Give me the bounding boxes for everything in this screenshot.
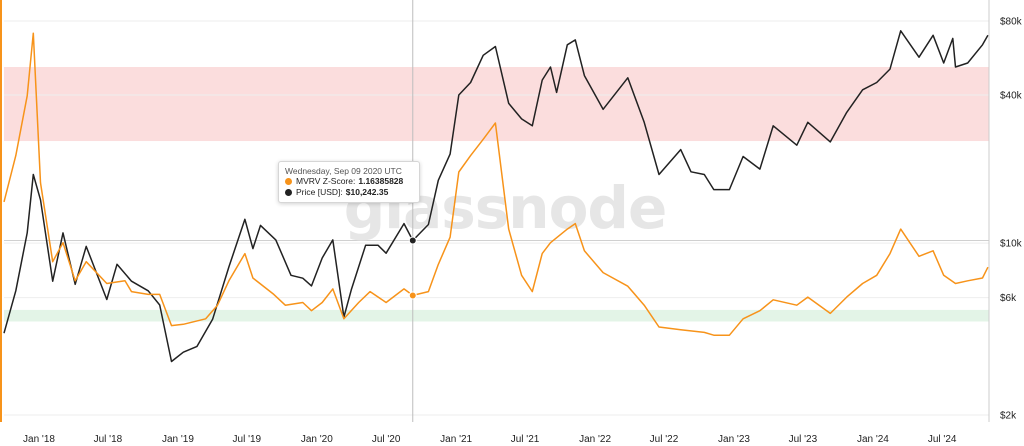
y-tick-label: $10k	[1000, 239, 1023, 250]
x-tick-label: Jul '20	[372, 434, 401, 445]
x-tick-label: Jul '24	[928, 434, 957, 445]
tooltip-price-value: $10,242.35	[345, 187, 389, 197]
x-tick-label: Jan '21	[440, 434, 472, 445]
x-tick-label: Jul '21	[511, 434, 540, 445]
tooltip-mvrv-label: MVRV Z-Score:	[296, 176, 356, 186]
tooltip-price-label: Price [USD]:	[296, 187, 343, 197]
undervalued-band	[4, 309, 989, 322]
tooltip-row-price: Price [USD]: $10,242.35	[285, 187, 413, 198]
mvrv-legend-dot	[285, 178, 292, 185]
mvrv-hover-marker	[408, 291, 417, 300]
y-tick-label: $6k	[1000, 293, 1017, 304]
y-tick-label: $2k	[1000, 411, 1017, 422]
price-hover-marker	[408, 236, 417, 245]
x-tick-label: Jul '18	[94, 434, 123, 445]
price-series-line	[3, 30, 989, 363]
tooltip: Wednesday, Sep 09 2020 UTC MVRV Z-Score:…	[278, 161, 420, 203]
x-tick-label: Jul '22	[650, 434, 679, 445]
price-legend-dot	[285, 189, 292, 196]
x-tick-label: Jul '19	[233, 434, 262, 445]
x-tick-label: Jan '22	[579, 434, 611, 445]
x-tick-label: Jan '18	[23, 434, 55, 445]
mvrv-zscore-series-line	[3, 32, 989, 336]
x-tick-label: Jan '23	[718, 434, 750, 445]
y-tick-label: $40k	[1000, 91, 1023, 102]
x-tick-label: Jul '23	[789, 434, 818, 445]
x-tick-label: Jan '20	[301, 434, 333, 445]
tooltip-mvrv-value: 1.16385828	[358, 176, 404, 186]
tooltip-row-mvrv: MVRV Z-Score: 1.16385828	[285, 176, 413, 187]
tooltip-date: Wednesday, Sep 09 2020 UTC	[285, 166, 402, 176]
y-tick-label: $80k	[1000, 17, 1023, 28]
x-tick-label: Jan '19	[162, 434, 194, 445]
x-tick-label: Jan '24	[857, 434, 889, 445]
